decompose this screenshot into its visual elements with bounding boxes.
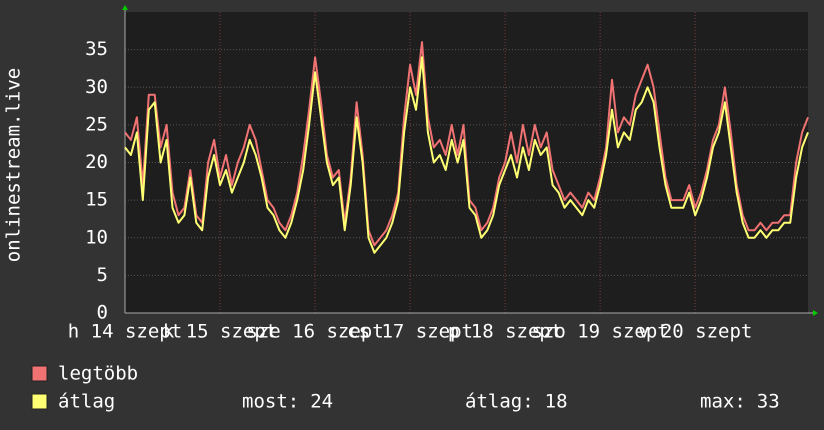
legend-label: legtöbb — [58, 363, 138, 385]
x-tick-label: v 20 szept — [638, 321, 752, 343]
legend-label: átlag — [58, 391, 115, 413]
axis-arrow — [122, 5, 128, 10]
x-tick-label: h 14 szept — [68, 321, 182, 343]
y-tick-label: 30 — [85, 76, 108, 98]
stat-value: 33 — [757, 391, 780, 413]
y-tick-label: 35 — [85, 38, 108, 60]
stat-value: 24 — [310, 391, 333, 413]
stat-label: átlag: — [465, 391, 534, 413]
x-tick-label: p 18 szept — [448, 321, 562, 343]
stat-value: 18 — [545, 391, 568, 413]
y-tick-label: 10 — [85, 226, 108, 248]
stat-label: most: — [242, 391, 299, 413]
x-tick-label: szo 19 szept — [531, 321, 668, 343]
x-tick-label: cs 17 szept — [347, 321, 473, 343]
y-tick-label: 20 — [85, 151, 108, 173]
stat-label: max: — [700, 391, 746, 413]
x-tick-label: sze 16 szept — [246, 321, 383, 343]
legend-swatch — [31, 393, 48, 410]
y-tick-label: 25 — [85, 113, 108, 135]
y-tick-label: 5 — [97, 264, 108, 286]
legend-swatch — [31, 365, 48, 382]
axis-arrow — [813, 310, 818, 316]
y-axis-label: onlinestream.live — [3, 68, 25, 262]
x-tick-label: k 15 szept — [163, 321, 277, 343]
y-tick-label: 0 — [97, 302, 108, 324]
y-tick-label: 15 — [85, 189, 108, 211]
series-line — [124, 56, 809, 254]
